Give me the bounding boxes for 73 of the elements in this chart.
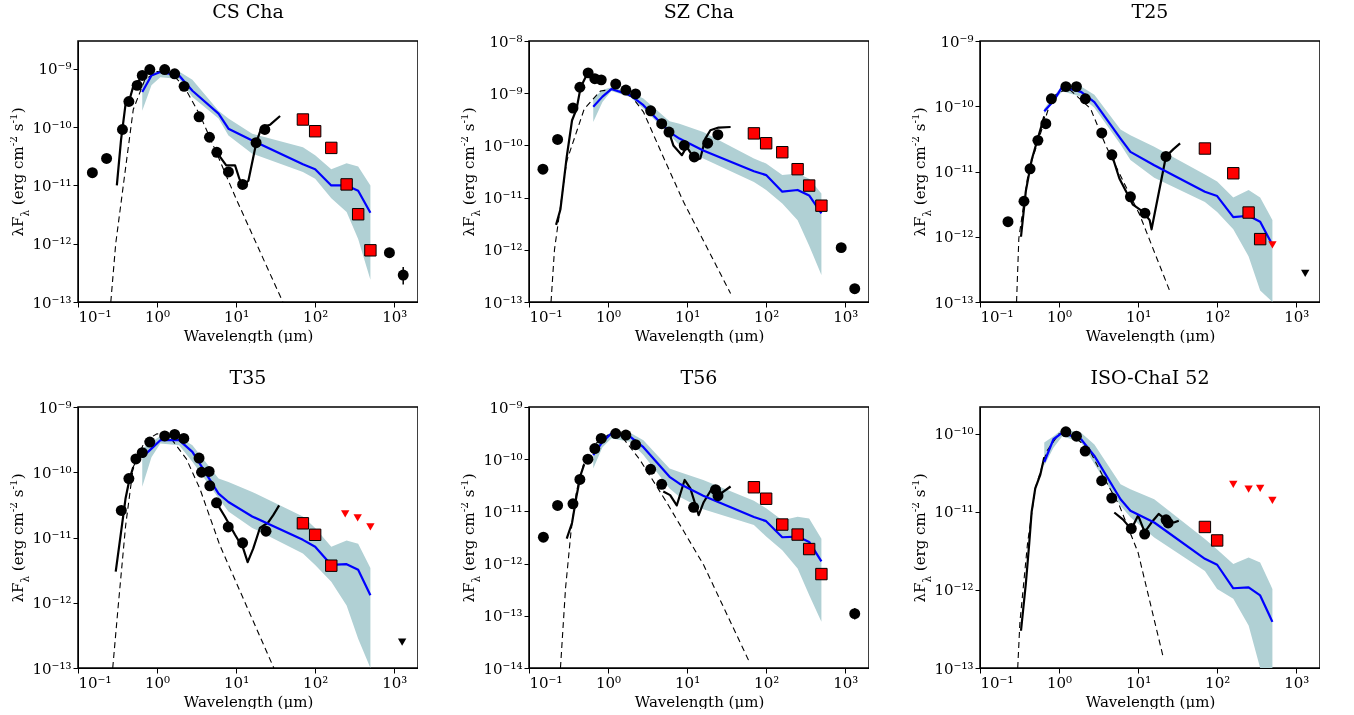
x-tick-label: 10²	[1205, 307, 1231, 326]
y-tick-label: 10⁻¹³	[934, 293, 974, 312]
y-tick-label: 10⁻¹¹	[32, 176, 72, 195]
x-tick-label: 10¹	[224, 673, 250, 692]
y-tick-label: 10⁻¹³	[32, 293, 72, 312]
y-tick-label: 10⁻¹¹	[32, 529, 72, 547]
y-tick-label: 10⁻¹⁰	[32, 118, 72, 137]
chart-title: SZ Cha	[663, 0, 735, 22]
x-tick-label: 10⁻¹	[529, 673, 563, 692]
y-tick-label: 10⁻⁹	[38, 60, 72, 79]
x-tick-label: 10⁻¹	[980, 673, 1014, 692]
x-axis-title: Wavelength (μm)	[183, 326, 314, 345]
x-tick-label: 10¹	[1126, 307, 1152, 326]
y-tick-label: 10⁻¹⁰	[934, 425, 974, 444]
x-tick-label: 10⁰	[1047, 307, 1073, 326]
x-axis-title: Wavelength (μm)	[634, 326, 765, 345]
y-tick-label: 10⁻¹⁰	[483, 136, 523, 155]
y-tick-label: 10⁻¹¹	[934, 503, 974, 522]
chart-title: CS Cha	[212, 0, 284, 22]
x-tick-label: 10²	[754, 307, 780, 326]
y-tick-label: 10⁻¹²	[32, 594, 72, 613]
y-tick-label: 10⁻⁹	[940, 32, 974, 51]
y-tick-label: 10⁻¹²	[32, 235, 72, 254]
x-tick-label: 10²	[303, 673, 329, 692]
x-tick-label: 10¹	[224, 307, 250, 326]
x-tick-label: 10⁰	[145, 307, 171, 326]
chart-title: T56	[680, 365, 718, 388]
y-tick-label: 10⁻¹⁰	[32, 463, 72, 482]
chart-title: T25	[1131, 0, 1169, 22]
y-tick-label: 10⁻¹¹	[483, 502, 523, 521]
x-tick-label: 10³	[382, 673, 408, 692]
x-tick-label: 10²	[303, 307, 329, 326]
y-tick-label: 10⁻¹⁴	[483, 659, 523, 678]
x-tick-label: 10⁰	[145, 673, 171, 692]
x-axis-title: Wavelength (μm)	[1085, 326, 1216, 345]
x-tick-label: 10³	[1284, 307, 1310, 326]
y-tick-label: 10⁻¹²	[934, 581, 974, 600]
y-tick-label: 10⁻¹¹	[483, 189, 523, 208]
x-tick-label: 10⁻¹	[78, 307, 112, 326]
x-tick-label: 10⁰	[1047, 673, 1073, 692]
x-tick-label: 10³	[382, 307, 408, 326]
x-axis-title: Wavelength (μm)	[1085, 692, 1216, 711]
x-tick-label: 10²	[1205, 673, 1231, 692]
y-tick-label: 10⁻¹²	[483, 555, 523, 574]
y-tick-label: 10⁻¹³	[483, 293, 523, 312]
y-tick-label: 10⁻¹³	[32, 659, 72, 678]
x-axis-title: Wavelength (μm)	[634, 692, 765, 711]
y-tick-label: 10⁻⁸	[489, 32, 523, 51]
x-tick-label: 10⁻¹	[78, 673, 112, 692]
x-tick-label: 10⁻¹	[529, 307, 563, 326]
y-tick-label: 10⁻¹³	[483, 607, 523, 626]
x-tick-label: 10¹	[1126, 673, 1152, 692]
x-tick-label: 10⁰	[596, 673, 622, 692]
y-tick-label: 10⁻⁹	[489, 84, 523, 103]
x-tick-label: 10²	[754, 673, 780, 692]
y-tick-label: 10⁻¹²	[483, 241, 523, 260]
x-tick-label: 10³	[833, 673, 859, 692]
x-tick-label: 10⁰	[596, 307, 622, 326]
x-tick-label: 10¹	[675, 307, 701, 326]
x-axis-title: Wavelength (μm)	[183, 692, 314, 711]
x-tick-label: 10³	[1284, 673, 1310, 692]
y-tick-label: 10⁻¹³	[934, 659, 974, 678]
y-tick-label: 10⁻¹²	[934, 228, 974, 247]
x-tick-label: 10⁻¹	[980, 307, 1014, 326]
y-tick-label: 10⁻¹¹	[934, 163, 974, 181]
chart-title: ISO-ChaI 52	[1090, 365, 1210, 388]
x-tick-label: 10³	[833, 307, 859, 326]
y-tick-label: 10⁻⁹	[38, 398, 72, 417]
y-tick-label: 10⁻⁹	[489, 398, 523, 417]
y-tick-label: 10⁻¹⁰	[483, 450, 523, 469]
y-tick-label: 10⁻¹⁰	[934, 97, 974, 116]
x-tick-label: 10¹	[675, 673, 701, 692]
chart-title: T35	[229, 365, 267, 388]
